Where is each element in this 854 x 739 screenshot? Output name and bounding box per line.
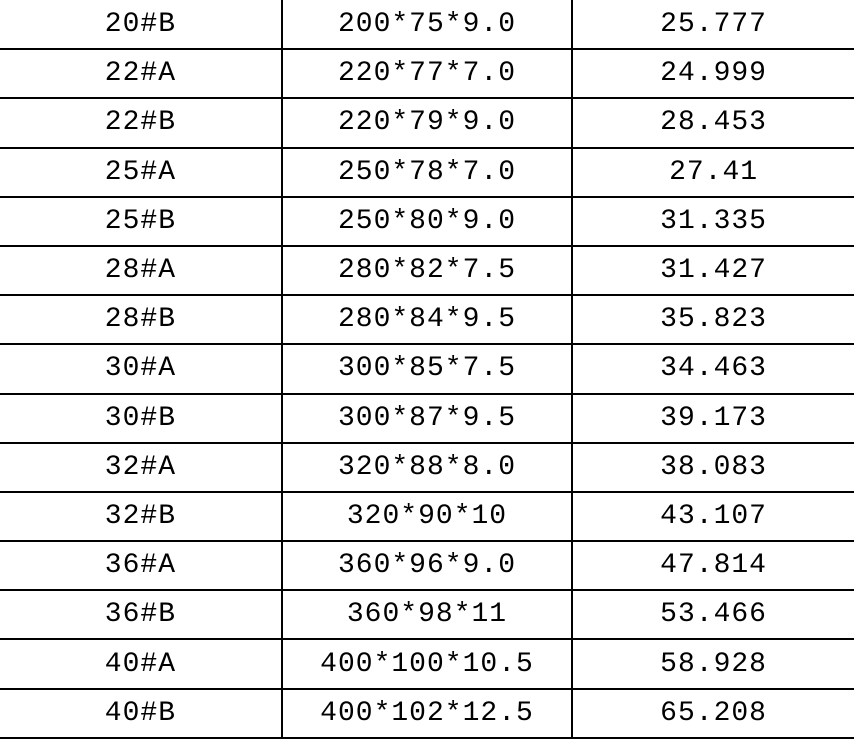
cell-dimensions: 400*100*10.5 [282, 639, 572, 688]
cell-dimensions: 250*78*7.0 [282, 148, 572, 197]
cell-spec: 30#B [0, 394, 282, 443]
cell-spec: 40#B [0, 689, 282, 738]
cell-spec: 22#B [0, 98, 282, 147]
cell-dimensions: 320*90*10 [282, 492, 572, 541]
spec-table-container: 20#B 200*75*9.0 25.777 22#A 220*77*7.0 2… [0, 0, 854, 739]
cell-value: 35.823 [572, 295, 854, 344]
table-row: 22#A 220*77*7.0 24.999 [0, 49, 854, 98]
table-row: 28#B 280*84*9.5 35.823 [0, 295, 854, 344]
cell-dimensions: 280*84*9.5 [282, 295, 572, 344]
cell-dimensions: 250*80*9.0 [282, 197, 572, 246]
cell-value: 27.41 [572, 148, 854, 197]
cell-dimensions: 220*77*7.0 [282, 49, 572, 98]
table-row: 25#A 250*78*7.0 27.41 [0, 148, 854, 197]
cell-value: 58.928 [572, 639, 854, 688]
table-row: 36#A 360*96*9.0 47.814 [0, 541, 854, 590]
table-row: 25#B 250*80*9.0 31.335 [0, 197, 854, 246]
cell-dimensions: 220*79*9.0 [282, 98, 572, 147]
cell-spec: 40#A [0, 639, 282, 688]
cell-value: 31.335 [572, 197, 854, 246]
spec-table-body: 20#B 200*75*9.0 25.777 22#A 220*77*7.0 2… [0, 0, 854, 738]
cell-value: 43.107 [572, 492, 854, 541]
cell-value: 47.814 [572, 541, 854, 590]
cell-value: 38.083 [572, 443, 854, 492]
cell-spec: 30#A [0, 344, 282, 393]
cell-dimensions: 300*85*7.5 [282, 344, 572, 393]
cell-value: 28.453 [572, 98, 854, 147]
cell-dimensions: 320*88*8.0 [282, 443, 572, 492]
cell-value: 65.208 [572, 689, 854, 738]
cell-dimensions: 300*87*9.5 [282, 394, 572, 443]
cell-value: 34.463 [572, 344, 854, 393]
cell-dimensions: 360*96*9.0 [282, 541, 572, 590]
cell-spec: 28#B [0, 295, 282, 344]
cell-spec: 36#A [0, 541, 282, 590]
table-row: 32#B 320*90*10 43.107 [0, 492, 854, 541]
cell-value: 24.999 [572, 49, 854, 98]
table-row: 22#B 220*79*9.0 28.453 [0, 98, 854, 147]
table-row: 30#A 300*85*7.5 34.463 [0, 344, 854, 393]
cell-value: 25.777 [572, 0, 854, 49]
cell-spec: 22#A [0, 49, 282, 98]
table-row: 40#A 400*100*10.5 58.928 [0, 639, 854, 688]
cell-spec: 32#B [0, 492, 282, 541]
cell-dimensions: 360*98*11 [282, 590, 572, 639]
table-row: 36#B 360*98*11 53.466 [0, 590, 854, 639]
cell-value: 53.466 [572, 590, 854, 639]
spec-table: 20#B 200*75*9.0 25.777 22#A 220*77*7.0 2… [0, 0, 854, 739]
cell-spec: 32#A [0, 443, 282, 492]
cell-dimensions: 200*75*9.0 [282, 0, 572, 49]
cell-spec: 25#B [0, 197, 282, 246]
cell-dimensions: 280*82*7.5 [282, 246, 572, 295]
cell-value: 39.173 [572, 394, 854, 443]
table-row: 28#A 280*82*7.5 31.427 [0, 246, 854, 295]
table-row: 20#B 200*75*9.0 25.777 [0, 0, 854, 49]
cell-spec: 36#B [0, 590, 282, 639]
table-row: 40#B 400*102*12.5 65.208 [0, 689, 854, 738]
table-row: 30#B 300*87*9.5 39.173 [0, 394, 854, 443]
cell-spec: 25#A [0, 148, 282, 197]
table-row: 32#A 320*88*8.0 38.083 [0, 443, 854, 492]
cell-spec: 28#A [0, 246, 282, 295]
cell-value: 31.427 [572, 246, 854, 295]
cell-dimensions: 400*102*12.5 [282, 689, 572, 738]
cell-spec: 20#B [0, 0, 282, 49]
